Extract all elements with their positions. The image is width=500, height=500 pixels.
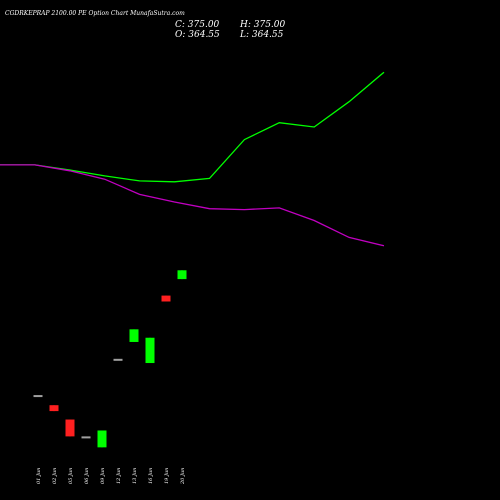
candle-body: [161, 295, 171, 302]
series-line-1: [0, 164, 385, 247]
x-tick-label: 16 Jun: [148, 468, 154, 484]
x-axis-tick-labels: 01 Jun 02 Jun 05 Jun 06 Jun 09 Jun 12 Jun 13 J…: [36, 468, 186, 485]
x-tick-label: 06 Jun: [84, 468, 90, 484]
candle-body: [177, 270, 187, 280]
x-tick-label: 02 Jun: [52, 468, 58, 484]
x-tick-label: 05 Jun: [68, 468, 74, 484]
candle-body: [65, 419, 75, 437]
x-tick-label: 01 Jun: [36, 468, 42, 484]
x-tick-label: 13 Jun: [132, 468, 138, 484]
x-tick-label: 12 Jun: [116, 468, 122, 484]
series-line-0: [0, 71, 385, 183]
open-price-label: O: 364.55: [175, 30, 220, 40]
candle-body: [33, 395, 43, 398]
high-price-label: H: 375.00: [239, 20, 286, 30]
moving-average-lines: [0, 71, 385, 247]
x-tick-label: 09 Jun: [100, 468, 106, 484]
candle-body: [97, 430, 107, 448]
candle-body: [81, 436, 91, 439]
x-tick-label: 20 Jun: [180, 468, 186, 485]
close-price-label: C: 375.00: [175, 20, 220, 30]
candle-body: [49, 405, 59, 412]
candle-body: [113, 358, 123, 361]
low-price-label: L: 364.55: [239, 30, 284, 40]
candlesticks: [33, 270, 187, 448]
candle-body: [145, 337, 155, 364]
x-tick-label: 19 Jun: [164, 468, 170, 484]
chart-title: CGDRKEPRAP 2100.00 PE Option Chart Munaf…: [5, 10, 185, 17]
candle-body: [129, 329, 139, 342]
